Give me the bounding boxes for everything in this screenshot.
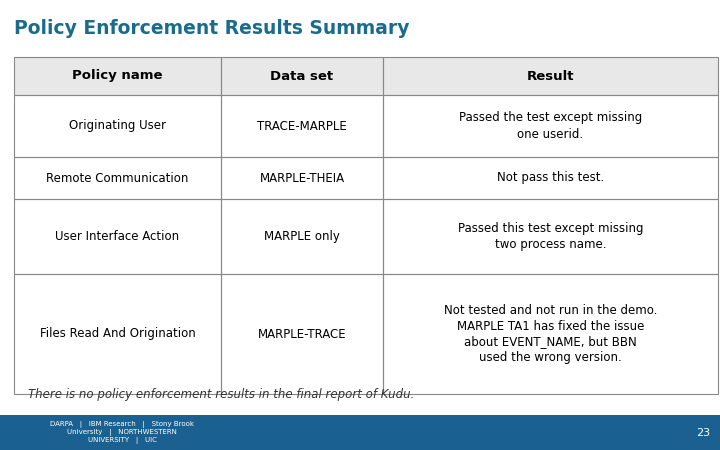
- Bar: [14, 157, 221, 199]
- Bar: [383, 199, 718, 274]
- Bar: [383, 57, 718, 95]
- Bar: [221, 199, 383, 274]
- Bar: [383, 95, 718, 157]
- Bar: [383, 157, 718, 199]
- Text: MARPLE only: MARPLE only: [264, 230, 340, 243]
- Text: MARPLE-TRACE: MARPLE-TRACE: [258, 328, 346, 341]
- Bar: [383, 157, 718, 199]
- Bar: [14, 57, 221, 95]
- Text: Result: Result: [527, 69, 575, 82]
- Text: Files Read And Origination: Files Read And Origination: [40, 328, 195, 341]
- Text: Remote Communication: Remote Communication: [46, 171, 189, 184]
- Bar: [383, 199, 718, 274]
- Text: Passed the test except missing
one userid.: Passed the test except missing one useri…: [459, 112, 642, 140]
- Bar: [383, 57, 718, 95]
- Text: MARPLE-THEIA: MARPLE-THEIA: [259, 171, 345, 184]
- Text: 23: 23: [696, 428, 710, 437]
- Bar: [14, 57, 221, 95]
- Text: User Interface Action: User Interface Action: [55, 230, 179, 243]
- Bar: [14, 274, 221, 394]
- Text: Not tested and not run in the demo.
MARPLE TA1 has fixed the issue
about EVENT_N: Not tested and not run in the demo. MARP…: [444, 303, 657, 364]
- Bar: [14, 274, 221, 394]
- Text: Not pass this test.: Not pass this test.: [497, 171, 604, 184]
- Bar: [383, 95, 718, 157]
- Text: DARPA   |   IBM Research   |   Stony Brook
University   |   NORTHWESTERN
UNIVERS: DARPA | IBM Research | Stony Brook Unive…: [50, 421, 194, 444]
- Bar: [14, 199, 221, 274]
- Bar: [221, 157, 383, 199]
- Bar: [221, 95, 383, 157]
- Bar: [0, 415, 720, 450]
- Text: Passed this test except missing
two process name.: Passed this test except missing two proc…: [458, 222, 643, 251]
- Bar: [14, 157, 221, 199]
- Bar: [14, 199, 221, 274]
- Text: Policy Enforcement Results Summary: Policy Enforcement Results Summary: [14, 18, 410, 37]
- Bar: [221, 57, 383, 95]
- Bar: [221, 199, 383, 274]
- Bar: [221, 57, 383, 95]
- Text: Policy name: Policy name: [72, 69, 163, 82]
- Text: Data set: Data set: [271, 69, 333, 82]
- Text: TRACE-MARPLE: TRACE-MARPLE: [257, 120, 347, 132]
- Text: There is no policy enforcement results in the final report of Kudu.: There is no policy enforcement results i…: [28, 388, 415, 401]
- Bar: [383, 274, 718, 394]
- Text: Originating User: Originating User: [69, 120, 166, 132]
- Bar: [221, 95, 383, 157]
- Bar: [14, 95, 221, 157]
- Bar: [221, 157, 383, 199]
- Bar: [14, 95, 221, 157]
- Bar: [383, 274, 718, 394]
- Bar: [221, 274, 383, 394]
- Bar: [221, 274, 383, 394]
